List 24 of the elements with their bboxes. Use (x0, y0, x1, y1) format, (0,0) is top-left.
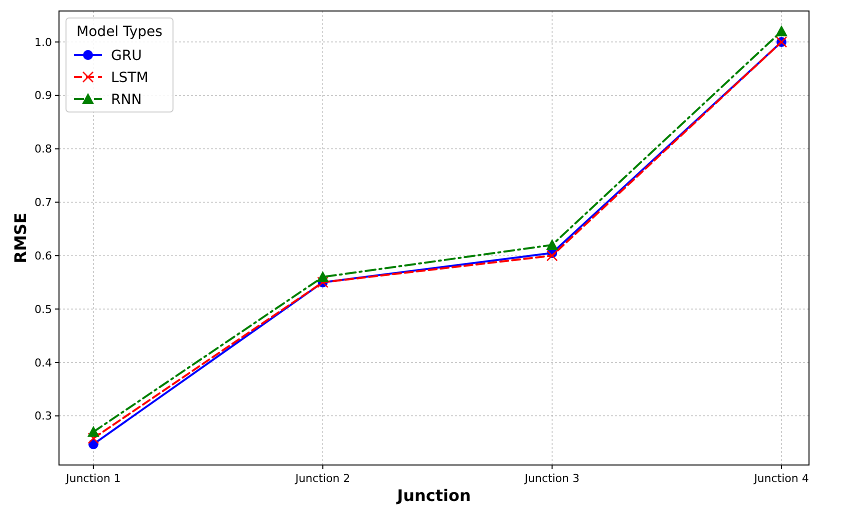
legend-title: Model Types (76, 24, 162, 40)
x-axis-title: Junction (396, 486, 471, 505)
y-axis-title: RMSE (11, 212, 30, 264)
y-tick-label: 0.5 (34, 302, 52, 316)
legend-label: RNN (111, 92, 142, 108)
point (546, 250, 558, 262)
point (88, 432, 100, 444)
y-tick-label: 0.9 (34, 89, 52, 102)
legend-label: LSTM (111, 70, 148, 86)
y-tick-label: 1.0 (34, 36, 52, 49)
x-tick-label: Junction 2 (294, 472, 350, 485)
y-tick-label: 0.8 (34, 142, 52, 156)
y-tick-label: 0.4 (34, 356, 52, 370)
x-tick-label: Junction 1 (64, 472, 121, 485)
point (546, 238, 558, 250)
legend-label: GRU (111, 48, 142, 64)
y-tick-label: 0.3 (34, 410, 52, 423)
y-tick-label: 0.6 (34, 249, 52, 262)
point (775, 25, 788, 36)
x-tick-label: Junction 4 (753, 472, 809, 485)
point (316, 270, 329, 282)
point (87, 426, 100, 437)
x-tick-label: Junction 3 (524, 472, 580, 485)
y-tick-label: 0.7 (34, 196, 52, 210)
